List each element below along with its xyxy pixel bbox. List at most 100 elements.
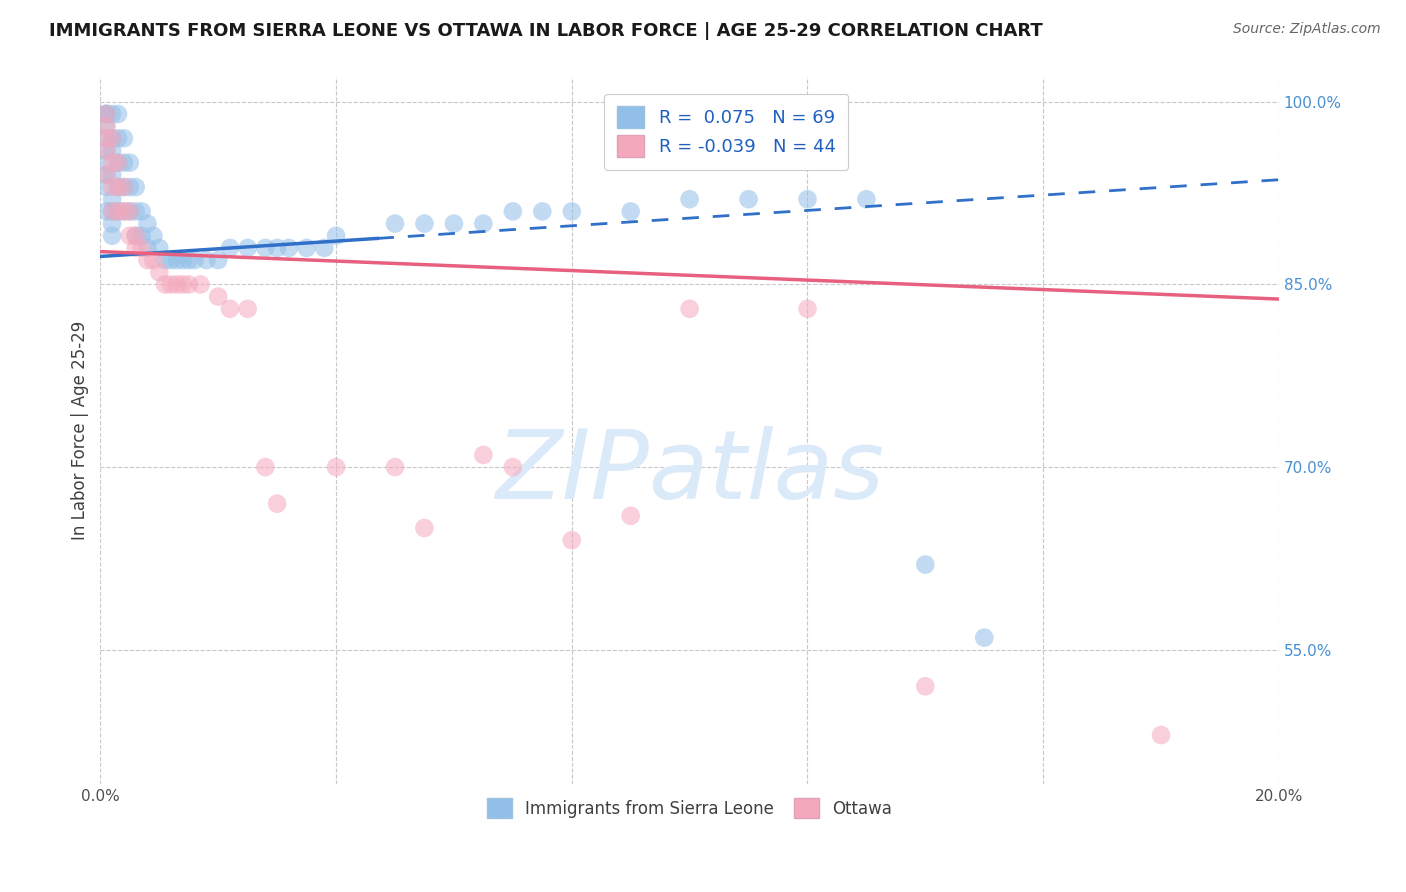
Point	[107, 180, 129, 194]
Point	[96, 107, 118, 121]
Point	[101, 131, 124, 145]
Point	[796, 192, 818, 206]
Point	[101, 192, 124, 206]
Point	[125, 228, 148, 243]
Point	[136, 241, 159, 255]
Point	[620, 508, 643, 523]
Point	[254, 241, 277, 255]
Point	[914, 558, 936, 572]
Point	[101, 228, 124, 243]
Point	[561, 204, 583, 219]
Point	[737, 192, 759, 206]
Point	[413, 217, 436, 231]
Point	[101, 144, 124, 158]
Point	[96, 168, 118, 182]
Point	[190, 277, 212, 292]
Point	[96, 107, 118, 121]
Point	[384, 217, 406, 231]
Point	[207, 290, 229, 304]
Point	[678, 192, 700, 206]
Point	[136, 253, 159, 268]
Point	[96, 107, 118, 121]
Point	[101, 168, 124, 182]
Point	[131, 241, 153, 255]
Point	[266, 241, 288, 255]
Point	[472, 217, 495, 231]
Point	[96, 131, 118, 145]
Y-axis label: In Labor Force | Age 25-29: In Labor Force | Age 25-29	[72, 321, 89, 541]
Point	[277, 241, 299, 255]
Point	[177, 277, 200, 292]
Point	[254, 460, 277, 475]
Point	[136, 217, 159, 231]
Point	[620, 204, 643, 219]
Point	[1150, 728, 1173, 742]
Point	[112, 204, 135, 219]
Point	[107, 107, 129, 121]
Point	[678, 301, 700, 316]
Point	[295, 241, 318, 255]
Point	[160, 253, 183, 268]
Point	[118, 204, 141, 219]
Point	[101, 204, 124, 219]
Point	[118, 204, 141, 219]
Point	[166, 253, 188, 268]
Point	[112, 180, 135, 194]
Point	[236, 241, 259, 255]
Point	[502, 204, 524, 219]
Point	[96, 180, 118, 194]
Text: ZIPatlas: ZIPatlas	[495, 426, 884, 519]
Point	[101, 180, 124, 194]
Point	[125, 241, 148, 255]
Point	[153, 253, 176, 268]
Point	[125, 180, 148, 194]
Point	[101, 204, 124, 219]
Point	[118, 155, 141, 169]
Point	[502, 460, 524, 475]
Point	[107, 204, 129, 219]
Point	[153, 277, 176, 292]
Point	[107, 155, 129, 169]
Point	[107, 131, 129, 145]
Point	[160, 277, 183, 292]
Point	[118, 228, 141, 243]
Point	[112, 180, 135, 194]
Point	[101, 217, 124, 231]
Point	[325, 460, 347, 475]
Point	[107, 155, 129, 169]
Point	[107, 204, 129, 219]
Point	[101, 131, 124, 145]
Point	[96, 144, 118, 158]
Point	[131, 228, 153, 243]
Point	[96, 204, 118, 219]
Point	[131, 204, 153, 219]
Point	[107, 180, 129, 194]
Point	[112, 204, 135, 219]
Point	[112, 155, 135, 169]
Point	[96, 131, 118, 145]
Point	[142, 228, 165, 243]
Point	[855, 192, 877, 206]
Point	[236, 301, 259, 316]
Point	[172, 277, 194, 292]
Point	[96, 119, 118, 133]
Point	[914, 679, 936, 693]
Point	[314, 241, 336, 255]
Legend: Immigrants from Sierra Leone, Ottawa: Immigrants from Sierra Leone, Ottawa	[481, 791, 898, 825]
Point	[125, 228, 148, 243]
Point	[561, 533, 583, 548]
Point	[384, 460, 406, 475]
Point	[148, 265, 170, 279]
Point	[118, 180, 141, 194]
Point	[112, 131, 135, 145]
Text: Source: ZipAtlas.com: Source: ZipAtlas.com	[1233, 22, 1381, 37]
Point	[973, 631, 995, 645]
Point	[148, 241, 170, 255]
Point	[266, 497, 288, 511]
Point	[183, 253, 205, 268]
Point	[207, 253, 229, 268]
Point	[96, 107, 118, 121]
Point	[125, 204, 148, 219]
Point	[219, 241, 242, 255]
Point	[413, 521, 436, 535]
